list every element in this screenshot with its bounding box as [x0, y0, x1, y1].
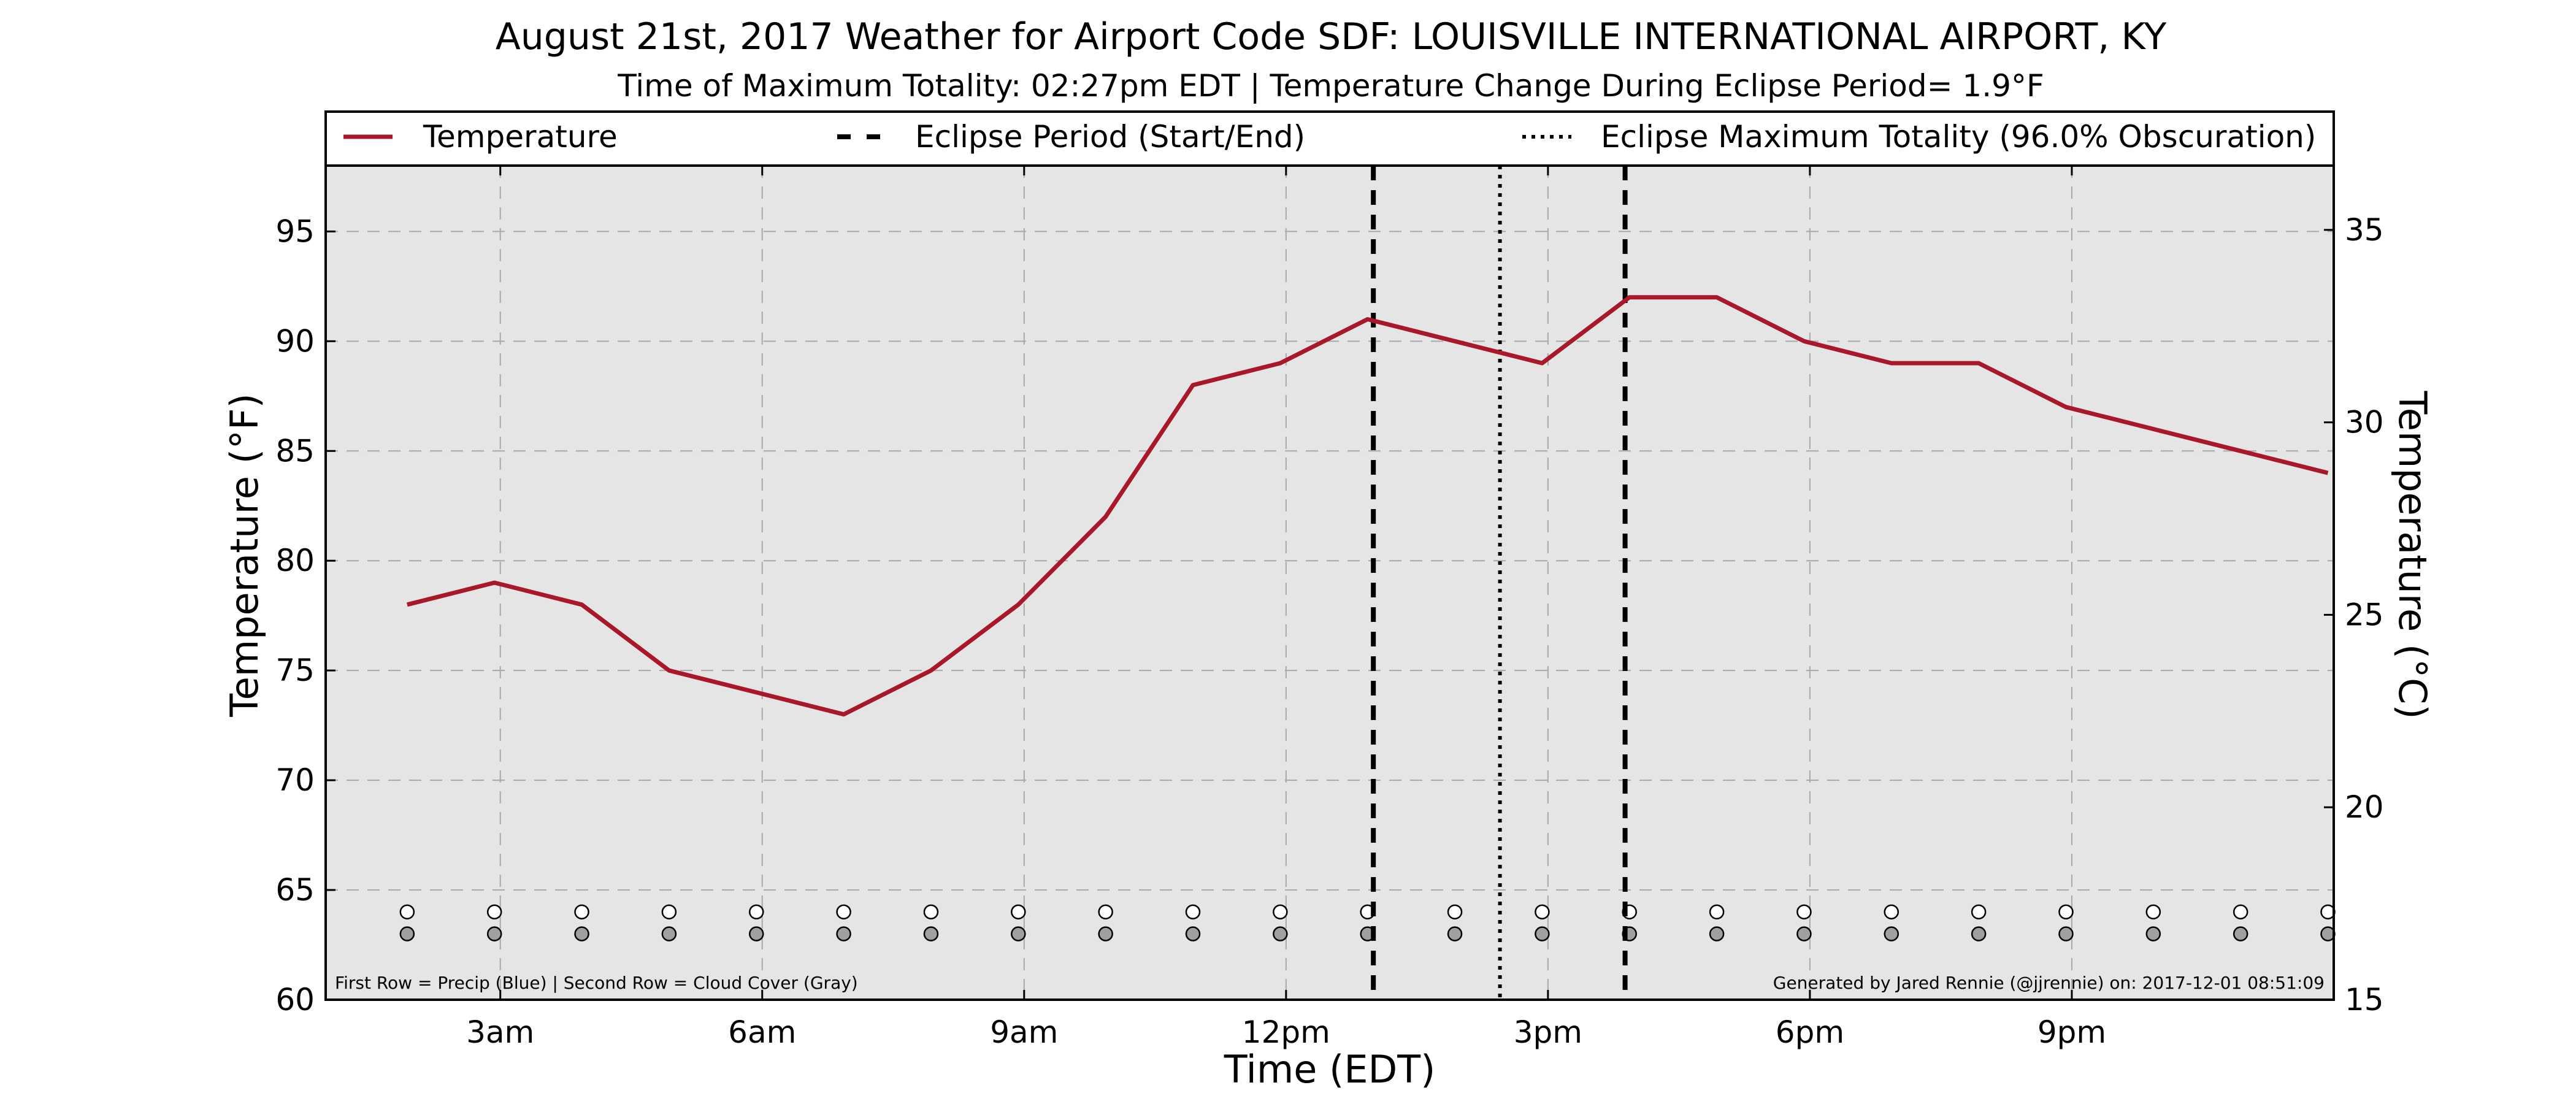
precip-marker: [1098, 904, 1113, 920]
y-tick-label: 80: [275, 543, 315, 578]
precip-marker: [1971, 904, 1987, 920]
precip-marker: [748, 904, 764, 920]
y-right-tick-label: 15: [2345, 982, 2384, 1018]
precip-marker: [399, 904, 415, 920]
legend-temperature-label: Temperature: [423, 119, 618, 155]
note-left: First Row = Precip (Blue) | Second Row =…: [335, 973, 858, 993]
note-right: Generated by Jared Rennie (@jjrennie) on…: [1773, 973, 2325, 993]
y-tick-label: 85: [275, 433, 315, 469]
cloud-cover-marker: [399, 926, 415, 941]
chart-subtitle: Time of Maximum Totality: 02:27pm EDT | …: [617, 68, 2044, 104]
cloud-cover-marker: [2058, 926, 2074, 941]
precip-marker: [1796, 904, 1812, 920]
y-axis-label: Temperature (°F): [222, 393, 267, 717]
cloud-cover-marker: [1535, 926, 1550, 941]
x-tick-label: 9am: [990, 1014, 1058, 1050]
x-tick-label: 9pm: [2037, 1014, 2106, 1050]
cloud-cover-marker: [748, 926, 764, 941]
precip-marker: [1709, 904, 1725, 920]
legend-box: [324, 110, 2335, 167]
y-right-tick-label: 20: [2345, 789, 2384, 825]
precip-marker: [1447, 904, 1463, 920]
cloud-cover-marker: [1796, 926, 1812, 941]
cloud-cover-marker: [1185, 926, 1201, 941]
x-axis-ticks: 3am 6am 9am 12pm 3pm 6pm 9pm: [466, 166, 2106, 1050]
x-tick-label: 3pm: [1514, 1014, 1582, 1050]
y-axis-right-label: Temperature (°C): [2390, 390, 2435, 719]
y-axis-right-ticks: 15 20 25 30 35: [2324, 212, 2384, 1018]
x-tick-label: 12pm: [1242, 1014, 1330, 1050]
cloud-cover-marker: [1884, 926, 1899, 941]
cloud-cover-marker: [1273, 926, 1288, 941]
cloud-cover-marker: [1098, 926, 1113, 941]
cloud-cover-marker: [661, 926, 677, 941]
cloud-cover-marker: [1011, 926, 1026, 941]
cloud-cover-marker: [574, 926, 589, 941]
y-tick-label: 70: [275, 762, 315, 798]
plot-area: [326, 166, 2334, 1000]
eclipse-lines: [1371, 166, 1628, 1000]
y-axis-ticks: 60 65 70 75 80 85 90 95: [275, 213, 335, 1018]
cloud-cover-marker: [2233, 926, 2248, 941]
precip-marker: [486, 904, 502, 920]
grid: [326, 166, 2334, 1000]
cloud-cover-marker: [486, 926, 502, 941]
y-tick-label: 90: [275, 323, 315, 359]
precip-marker: [1535, 904, 1550, 920]
y-tick-label: 75: [275, 653, 315, 688]
y-right-tick-label: 30: [2345, 405, 2384, 440]
cloud-cover-marker: [923, 926, 939, 941]
x-tick-label: 6am: [728, 1014, 796, 1050]
cloud-cover-marker: [1709, 926, 1725, 941]
precip-marker: [2058, 904, 2074, 920]
legend-eclipse-period-label: Eclipse Period (Start/End): [915, 119, 1305, 155]
precip-marker: [836, 904, 851, 920]
cloud-cover-marker: [836, 926, 851, 941]
precip-marker: [574, 904, 589, 920]
x-axis-label: Time (EDT): [1224, 1047, 1436, 1092]
marker-rows: [399, 904, 2336, 941]
x-tick-label: 6pm: [1776, 1014, 1844, 1050]
y-right-tick-label: 35: [2345, 212, 2384, 248]
x-tick-label: 3am: [466, 1014, 534, 1050]
legend: Temperature Eclipse Period (Start/End) E…: [324, 110, 2335, 167]
precip-marker: [923, 904, 939, 920]
cloud-cover-marker: [2145, 926, 2161, 941]
precip-marker: [1884, 904, 1899, 920]
precip-marker: [1185, 904, 1201, 920]
y-tick-label: 95: [275, 213, 315, 249]
precip-marker: [2233, 904, 2248, 920]
cloud-cover-marker: [1447, 926, 1463, 941]
legend-eclipse-max-label: Eclipse Maximum Totality (96.0% Obscurat…: [1601, 119, 2316, 155]
cloud-cover-marker: [1971, 926, 1987, 941]
y-tick-label: 65: [275, 872, 315, 908]
precip-marker: [1011, 904, 1026, 920]
precip-marker: [2145, 904, 2161, 920]
y-tick-label: 60: [275, 982, 315, 1018]
precip-marker: [661, 904, 677, 920]
temperature-series-line: [407, 295, 2329, 717]
y-right-tick-label: 25: [2345, 597, 2384, 632]
precip-marker: [1273, 904, 1288, 920]
chart-title: August 21st, 2017 Weather for Airport Co…: [496, 15, 2167, 58]
